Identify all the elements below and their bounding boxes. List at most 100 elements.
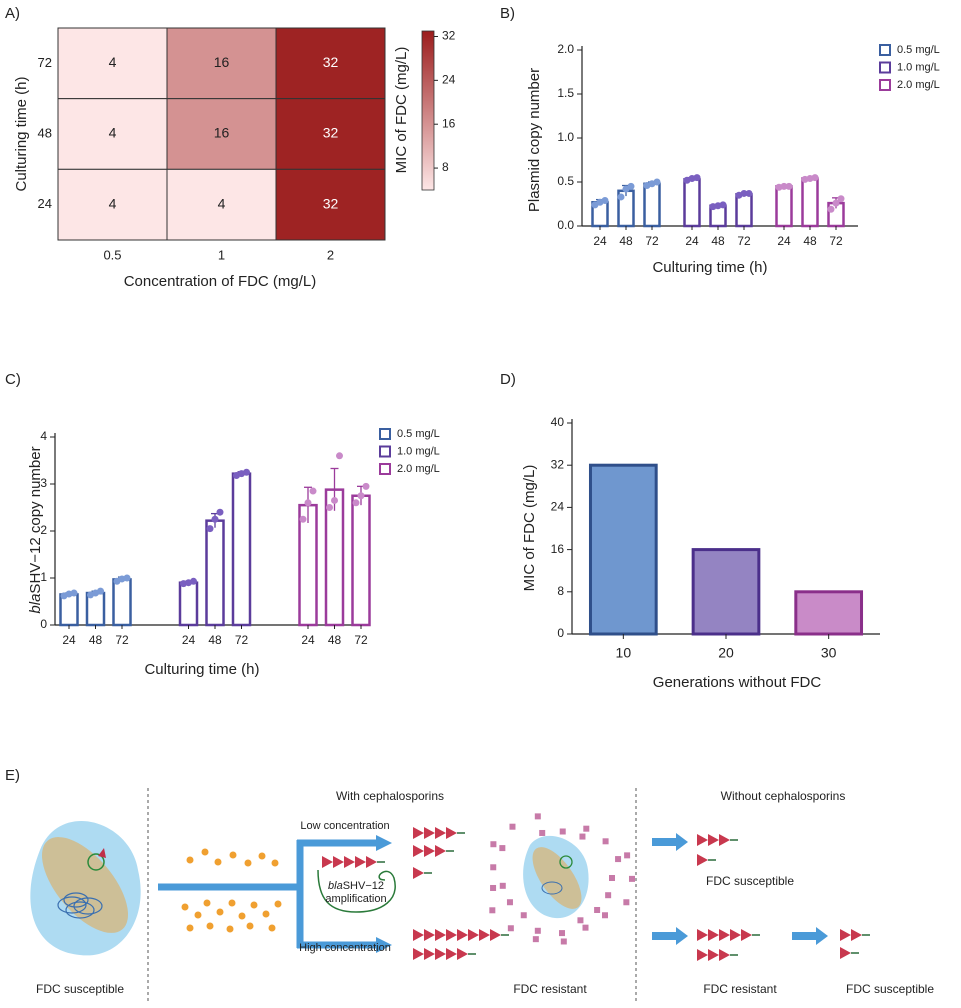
gene-copy	[479, 929, 490, 941]
gene-copy	[446, 827, 457, 839]
y-tick-label: 2.0	[557, 42, 574, 56]
gene-copy	[446, 929, 457, 941]
gene-copy	[424, 948, 435, 960]
state-label: FDC resistant	[513, 982, 587, 996]
replicate-point	[206, 525, 214, 533]
antibiotic-square	[609, 875, 615, 881]
replicate-point	[357, 492, 365, 500]
legend-label: 2.0 mg/L	[897, 79, 940, 91]
state-label: FDC susceptible	[36, 982, 124, 996]
x-tick-label: 2	[327, 247, 334, 262]
antibiotic-square	[605, 892, 612, 899]
plasmid	[87, 853, 105, 871]
cell-label: 4	[218, 195, 226, 211]
antibiotic-square	[624, 852, 631, 859]
replicate-point	[617, 193, 625, 201]
bar	[351, 494, 371, 627]
antibiotic-square	[499, 882, 506, 889]
antibiotic-square	[489, 907, 496, 914]
bar	[643, 182, 661, 228]
gene-copy	[413, 929, 424, 941]
section-title: With cephalosporins	[336, 789, 444, 803]
bar	[231, 472, 252, 627]
amplification-label: blaSHV−12	[328, 880, 384, 892]
x-tick-label: 48	[711, 234, 725, 248]
legend-label: 2.0 mg/L	[397, 463, 440, 475]
state-label: FDC susceptible	[706, 874, 794, 888]
gene-name: SHV−12	[343, 880, 384, 892]
antibiotic-square	[559, 930, 566, 937]
legend-swatch	[379, 463, 391, 475]
chromosome	[541, 881, 563, 895]
y-axis-label: Culturing time (h)	[13, 76, 30, 191]
x-tick-label: 0.5	[103, 247, 121, 262]
antibiotic-square	[559, 828, 566, 835]
x-tick-label: 72	[115, 633, 129, 647]
gene-copy	[435, 929, 446, 941]
antibiotic-square	[499, 845, 506, 852]
cell-label: 4	[109, 125, 117, 141]
gene-copy	[322, 856, 333, 868]
y-axis-label: MIC of FDC (mg/L)	[521, 465, 538, 592]
bar	[801, 177, 819, 228]
bar	[298, 503, 318, 627]
gene-copy	[490, 929, 501, 941]
gene-copy	[413, 827, 424, 839]
gene-copy	[730, 929, 741, 941]
replicate-point	[123, 574, 131, 582]
antibiotic-dots	[181, 848, 282, 933]
y-tick-label: 0	[40, 617, 47, 631]
bar	[683, 178, 701, 228]
x-tick-label: 72	[737, 234, 751, 248]
y-tick-label: 24	[38, 196, 52, 211]
y-tick-label: 8	[557, 584, 564, 598]
arrow-head	[376, 835, 392, 953]
arrow	[652, 833, 828, 945]
gene-copy	[457, 929, 468, 941]
gene-copy	[708, 834, 719, 846]
colorbar-tick-label: 16	[442, 116, 456, 130]
y-tick-label: 48	[38, 125, 52, 140]
colorbar-label: MIC of FDC (mg/L)	[393, 47, 410, 174]
gene-copy	[697, 854, 708, 866]
bar	[112, 578, 132, 627]
y-axis-label: blaSHV−12 copy number	[27, 446, 44, 613]
legend-swatch	[379, 445, 391, 458]
replicate-point	[331, 496, 338, 504]
x-tick-label: 30	[821, 645, 837, 661]
gene-copy	[413, 845, 424, 857]
y-tick-label: 1	[40, 570, 47, 584]
replicate-point	[309, 487, 317, 495]
x-tick-label: 48	[89, 633, 103, 647]
x-tick-label: 24	[182, 633, 196, 647]
gene-copy	[719, 949, 730, 961]
x-tick-label: 24	[301, 633, 315, 647]
panel-label: C)	[5, 371, 21, 388]
cell-label: 16	[214, 54, 230, 70]
gene-copy	[851, 929, 862, 941]
bar	[691, 548, 761, 636]
replicate-point	[362, 482, 370, 490]
diagram: E) With cephalosporins Without cephalosp…	[5, 767, 934, 1002]
y-axis-label-italic: bla	[27, 594, 44, 614]
replicate-point	[627, 182, 635, 190]
y-tick-label: 72	[38, 55, 52, 70]
y-axis-label: Plasmid copy number	[526, 68, 543, 212]
gene-copy	[424, 827, 435, 839]
x-tick-label: 24	[62, 633, 76, 647]
gene-copy	[446, 948, 457, 960]
x-axis-label: Culturing time (h)	[144, 661, 259, 678]
panel-label: A)	[5, 5, 20, 22]
x-tick-label: 48	[208, 633, 222, 647]
panel-label: D)	[500, 371, 516, 388]
antibiotic-square	[628, 875, 635, 882]
legend-swatch	[879, 44, 891, 56]
antibiotic-square	[615, 856, 622, 863]
condition-label: High concentration	[299, 942, 391, 954]
y-tick-label: 16	[551, 542, 565, 556]
y-axis-label-text: Plasmid copy number	[526, 68, 543, 212]
replicate-point	[785, 182, 793, 190]
replicate-point	[352, 499, 360, 507]
